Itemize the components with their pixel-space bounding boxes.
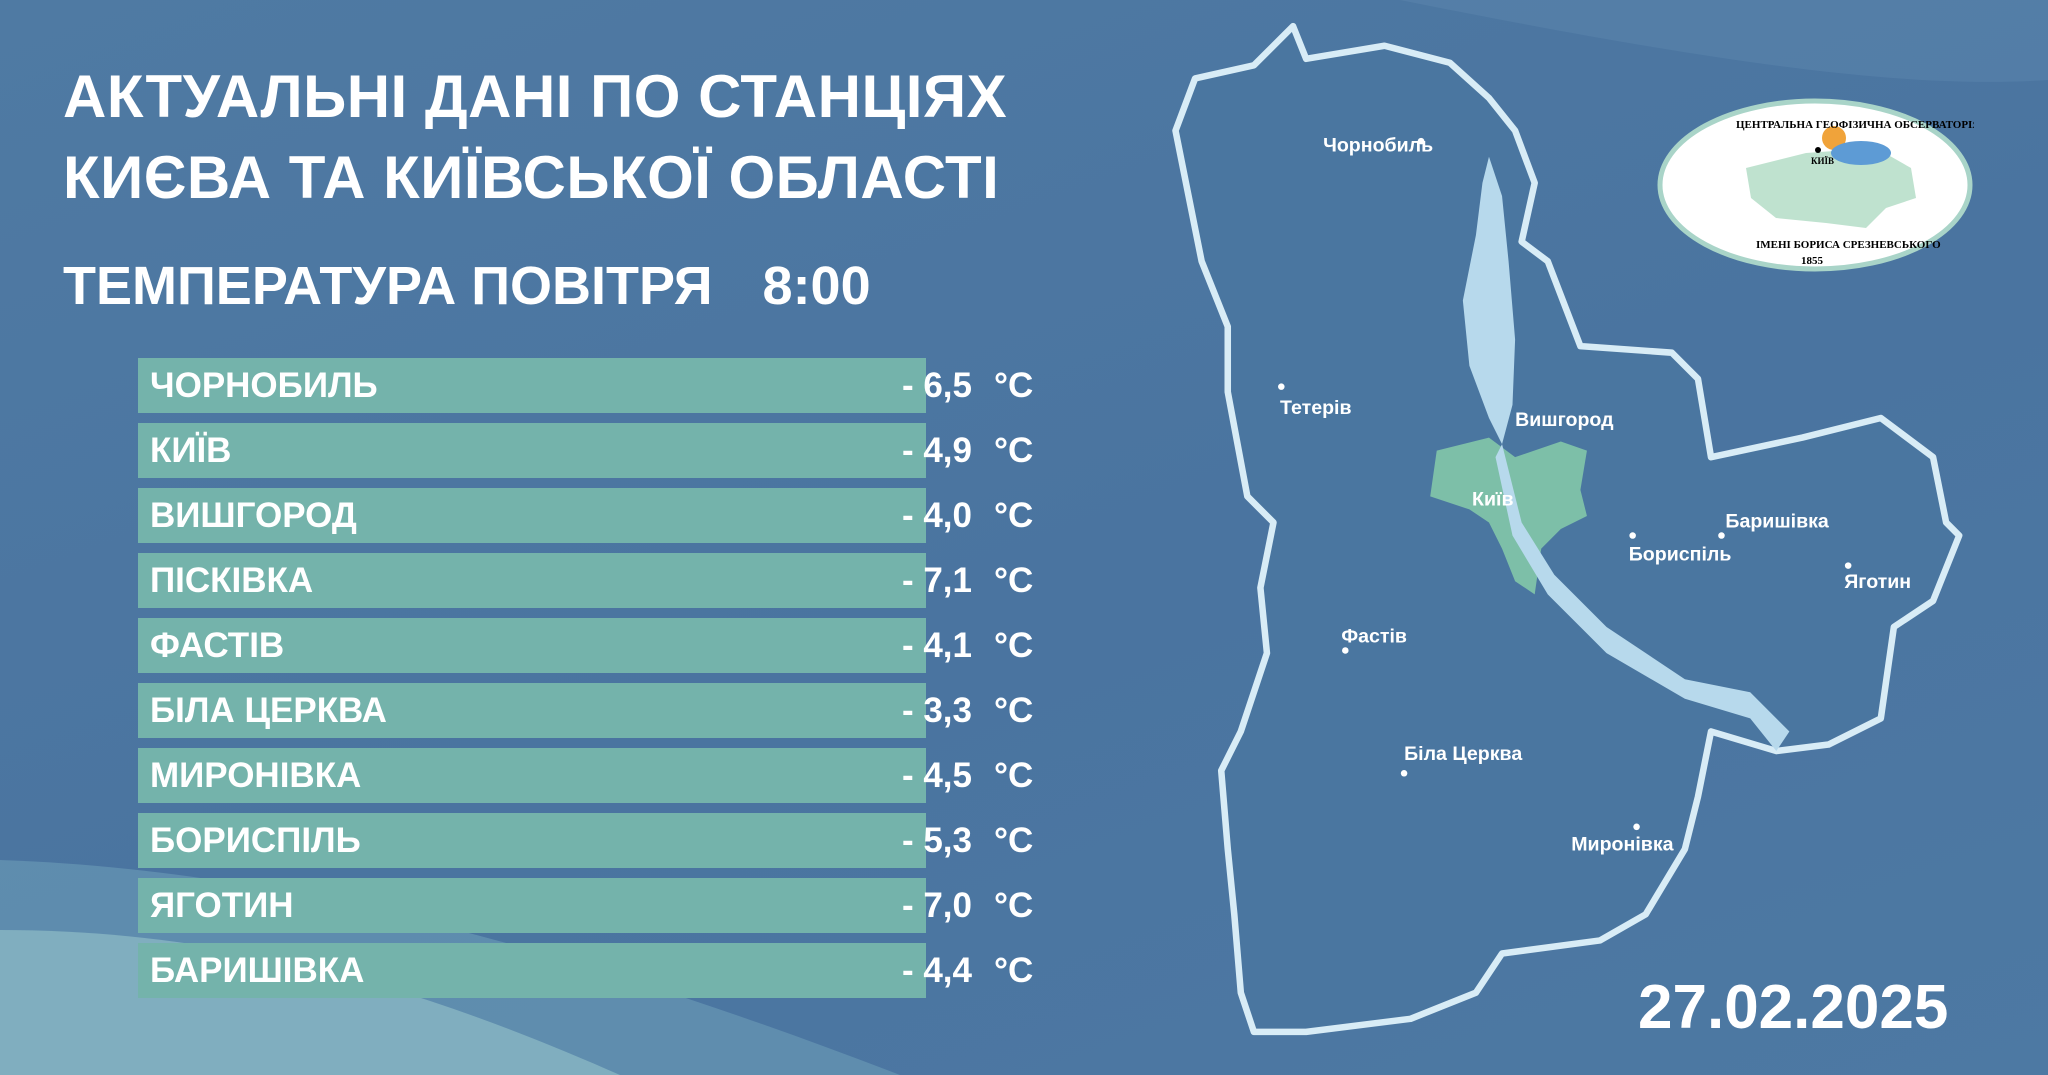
station-table: ЧОРНОБИЛЬ - 6,5 °C КИЇВ - 4,9 °C ВИШГОРОД … bbox=[138, 358, 1033, 1008]
temperature-value: - 4,4 bbox=[901, 951, 972, 990]
city-label: Біла Церква bbox=[1404, 743, 1523, 765]
city-label: Вишгород bbox=[1515, 409, 1614, 431]
city-dot bbox=[1844, 562, 1852, 569]
temperature-unit: °C bbox=[994, 691, 1034, 730]
city-label: Миронівка bbox=[1571, 833, 1674, 855]
temperature-value: - 4,9 bbox=[901, 431, 972, 470]
station-name: МИРОНІВКА bbox=[150, 756, 362, 795]
city-label: Фастів bbox=[1341, 626, 1407, 648]
city-dot bbox=[1633, 823, 1640, 831]
station-row: ЯГОТИН - 7,0 °C bbox=[138, 878, 1033, 933]
station-name: КИЇВ bbox=[150, 431, 232, 470]
station-row: БІЛА ЦЕРКВА - 3,3 °C bbox=[138, 683, 1033, 738]
temperature-unit: °C bbox=[994, 496, 1034, 535]
temperature-value: - 4,5 bbox=[901, 756, 972, 795]
temperature-value: - 6,5 bbox=[901, 366, 972, 405]
temperature-unit: °C bbox=[994, 431, 1034, 470]
station-name: БОРИСПІЛЬ bbox=[150, 821, 361, 860]
station-name: ВИШГОРОД bbox=[150, 496, 357, 535]
temperature-unit: °C bbox=[994, 626, 1034, 665]
logo-year: 1855 bbox=[1801, 255, 1824, 267]
temperature-value: - 7,0 bbox=[901, 886, 972, 925]
station-name: ПІСКІВКА bbox=[150, 561, 314, 600]
city-dot bbox=[1342, 647, 1349, 654]
temperature-value: - 5,3 bbox=[901, 821, 972, 860]
city-label: Чорнобиль bbox=[1323, 135, 1433, 157]
temperature-unit: °C bbox=[994, 951, 1034, 990]
temperature-value: - 4,1 bbox=[901, 626, 972, 665]
city-label: Київ bbox=[1472, 489, 1514, 511]
date: 27.02.2025 bbox=[1638, 973, 1949, 1042]
city-label: Баришівка bbox=[1725, 511, 1830, 533]
logo-city-label: КИЇВ bbox=[1811, 156, 1834, 166]
city-dot bbox=[1718, 532, 1725, 539]
station-row: ВИШГОРОД - 4,0 °C bbox=[138, 488, 1033, 543]
station-row: МИРОНІВКА - 4,5 °C bbox=[138, 748, 1033, 803]
temperature-unit: °C bbox=[994, 886, 1034, 925]
temperature-unit: °C bbox=[994, 756, 1034, 795]
temperature-unit: °C bbox=[994, 821, 1034, 860]
station-name: БІЛА ЦЕРКВА bbox=[150, 691, 387, 730]
station-row: ЧОРНОБИЛЬ - 6,5 °C bbox=[138, 358, 1033, 413]
temperature-value: - 4,0 bbox=[901, 496, 972, 535]
city-label: Тетерів bbox=[1280, 397, 1352, 419]
region-outline bbox=[1172, 22, 1963, 1036]
subtitle-label: ТЕМПЕРАТУРА ПОВІТРЯ bbox=[63, 256, 713, 316]
temperature-unit: °C bbox=[994, 366, 1034, 405]
temperature-value: - 3,3 bbox=[901, 691, 972, 730]
title-line-1: АКТУАЛЬНІ ДАНІ ПО СТАНЦІЯХ bbox=[63, 63, 1008, 130]
city-dot bbox=[1278, 383, 1285, 390]
observatory-logo: КИЇВ ЦЕНТРАЛЬНА ГЕОФІЗИЧНА ОБСЕРВАТОРІЯ … bbox=[1657, 98, 1974, 272]
city-label: Бориспіль bbox=[1629, 543, 1732, 565]
station-name: ФАСТІВ bbox=[150, 626, 285, 665]
station-row: ФАСТІВ - 4,1 °C bbox=[138, 618, 1033, 673]
logo-bottom-text: ІМЕНІ БОРИСА СРЕЗНЕВСЬКОГО bbox=[1756, 239, 1941, 251]
station-name: ЯГОТИН bbox=[150, 886, 294, 925]
station-row: КИЇВ - 4,9 °C bbox=[138, 423, 1033, 478]
observation-time: 8:00 bbox=[762, 256, 871, 316]
city-dot bbox=[1400, 769, 1408, 777]
temperature-value: - 7,1 bbox=[901, 561, 972, 600]
dnipro-reservoir bbox=[1462, 156, 1516, 445]
station-row: ПІСКІВКА - 7,1 °C bbox=[138, 553, 1033, 608]
station-row: БАРИШІВКА - 4,4 °C bbox=[138, 943, 1033, 998]
station-name: ЧОРНОБИЛЬ bbox=[150, 366, 378, 405]
logo-top-text: ЦЕНТРАЛЬНА ГЕОФІЗИЧНА ОБСЕРВАТОРІЯ bbox=[1736, 119, 1974, 131]
station-row: БОРИСПІЛЬ - 5,3 °C bbox=[138, 813, 1033, 868]
dnipro-river bbox=[1495, 444, 1790, 752]
city-dot bbox=[1629, 532, 1636, 539]
city-dot bbox=[1417, 137, 1425, 145]
city-label: Яготин bbox=[1844, 571, 1911, 593]
station-name: БАРИШІВКА bbox=[150, 951, 365, 990]
subtitle: ТЕМПЕРАТУРА ПОВІТРЯ 8:00 bbox=[63, 255, 871, 317]
title-line-2: КИЄВА ТА КИЇВСЬКОЇ ОБЛАСТІ bbox=[63, 144, 1000, 211]
temperature-unit: °C bbox=[994, 561, 1034, 600]
